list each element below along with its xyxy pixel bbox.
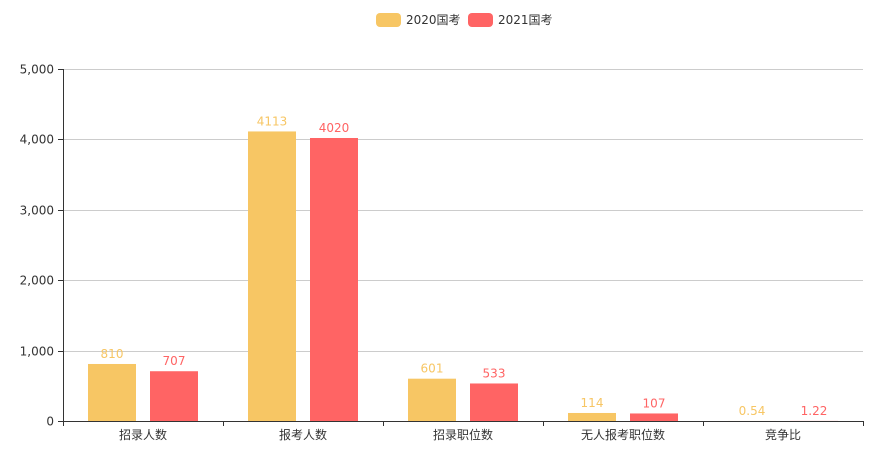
data-label: 601 bbox=[421, 362, 444, 376]
data-label: 114 bbox=[581, 396, 604, 410]
bar-2020国考[interactable] bbox=[248, 131, 296, 421]
bar-2020国考[interactable] bbox=[568, 412, 616, 421]
data-label: 4020 bbox=[319, 121, 350, 135]
y-tick-label: 3,000 bbox=[20, 204, 54, 218]
legend-swatch[interactable] bbox=[376, 13, 401, 27]
bar-2021国考[interactable] bbox=[630, 413, 678, 421]
legend-label[interactable]: 2021国考 bbox=[498, 13, 553, 27]
data-label: 4113 bbox=[257, 114, 288, 128]
y-tick-label: 4,000 bbox=[20, 133, 54, 147]
x-tick-label: 竞争比 bbox=[765, 428, 801, 442]
bar-2021国考[interactable] bbox=[470, 383, 518, 421]
y-tick-label: 0 bbox=[46, 415, 54, 429]
data-label: 533 bbox=[483, 366, 506, 380]
y-tick-label: 2,000 bbox=[20, 274, 54, 288]
x-tick-label: 无人报考职位数 bbox=[581, 427, 665, 442]
x-tick-label: 招录职位数 bbox=[433, 427, 493, 442]
data-label: 810 bbox=[101, 347, 124, 361]
bar-2021国考[interactable] bbox=[310, 137, 358, 421]
bar-2021国考[interactable] bbox=[150, 371, 198, 421]
bar-2020国考[interactable] bbox=[408, 378, 456, 421]
y-tick-label: 5,000 bbox=[20, 63, 54, 77]
y-tick-label: 1,000 bbox=[20, 345, 54, 359]
x-tick-label: 报考人数 bbox=[279, 427, 327, 442]
data-label: 0.54 bbox=[739, 404, 766, 418]
bar-2020国考[interactable] bbox=[88, 363, 136, 421]
data-label: 107 bbox=[643, 396, 666, 410]
data-label: 1.22 bbox=[801, 404, 828, 418]
data-label: 707 bbox=[163, 354, 186, 368]
legend-swatch[interactable] bbox=[468, 13, 493, 27]
legend-label[interactable]: 2020国考 bbox=[406, 13, 461, 27]
x-tick-label: 招录人数 bbox=[119, 427, 167, 442]
